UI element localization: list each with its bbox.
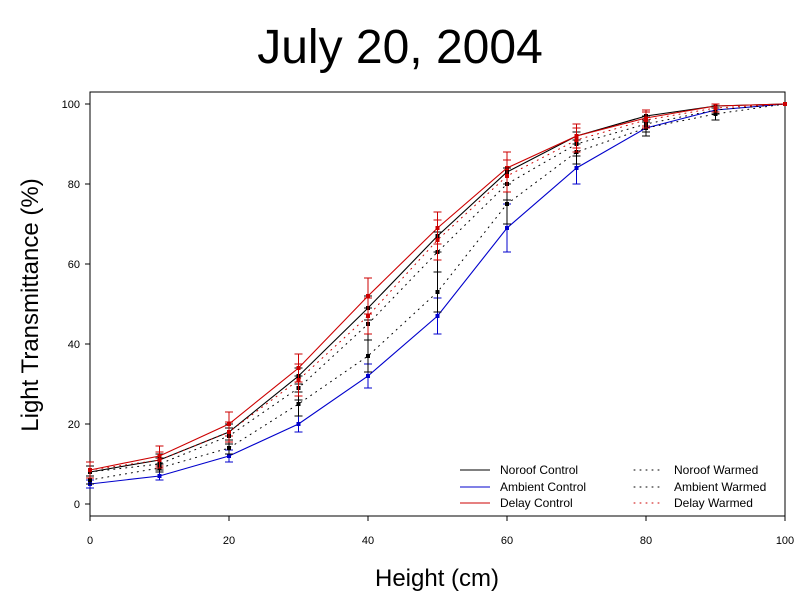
data-point-ambient-control-6 — [505, 226, 509, 230]
chart-title: July 20, 2004 — [257, 21, 543, 74]
x-tick-label-4: 80 — [640, 535, 652, 547]
data-point-ambient-control-3 — [296, 422, 301, 426]
series-line-noroof-warmed — [89, 103, 786, 473]
data-point-ambient-control-2 — [227, 454, 231, 458]
data-point-delay-warmed-6 — [505, 174, 509, 178]
legend-label-delay-control: Delay Control — [500, 496, 573, 510]
axes: 0 20 40 60 80 100 0 20 40 60 80 100 — [62, 99, 795, 547]
legend-label-noroof-warmed: Noroof Warmed — [674, 463, 758, 477]
x-tick-label-3: 60 — [501, 535, 513, 547]
series-delay-warmed — [86, 102, 787, 479]
data-point-delay-warmed-4 — [366, 314, 370, 318]
data-point-delay-warmed-8 — [644, 118, 648, 122]
legend: Noroof Control Ambient Control Delay Contr… — [460, 463, 766, 510]
data-point-ambient-warmed-4 — [366, 354, 370, 358]
legend-label-delay-warmed: Delay Warmed — [674, 496, 753, 510]
series-line-delay-warmed — [89, 103, 786, 471]
y-tick-label-1: 20 — [68, 419, 80, 431]
series-ambient-warmed — [86, 102, 787, 485]
data-point-delay-warmed-3 — [296, 378, 301, 382]
data-point-delay-warmed-2 — [227, 430, 231, 434]
data-point-ambient-warmed-6 — [505, 202, 509, 206]
legend-label-ambient-control: Ambient Control — [500, 480, 586, 494]
x-tick-label-1: 20 — [223, 535, 235, 547]
plot-frame — [89, 91, 786, 517]
data-point-ambient-warmed-3 — [296, 402, 301, 406]
data-point-delay-warmed-9 — [713, 106, 718, 110]
data-point-ambient-warmed-5 — [435, 290, 440, 294]
data-point-ambient-control-1 — [157, 474, 162, 478]
y-tick-label-0: 0 — [74, 499, 80, 511]
y-tick-label-3: 60 — [68, 259, 80, 271]
data-point-delay-warmed-10 — [783, 102, 787, 106]
x-tick-label-2: 40 — [362, 535, 374, 547]
y-axis-label: Light Transmittance (%) — [17, 178, 44, 431]
data-point-ambient-warmed-9 — [713, 112, 718, 116]
data-point-ambient-warmed-2 — [227, 446, 231, 450]
data-point-delay-warmed-7 — [574, 138, 579, 142]
legend-label-ambient-warmed: Ambient Warmed — [674, 480, 766, 494]
y-tick-label-4: 80 — [68, 179, 80, 191]
y-tick-label-2: 40 — [68, 339, 80, 351]
x-tick-label-5: 100 — [776, 535, 794, 547]
y-tick-label-5: 100 — [62, 99, 80, 111]
data-point-ambient-control-5 — [435, 314, 440, 318]
data-point-ambient-warmed-0 — [88, 478, 92, 482]
data-point-ambient-control-4 — [366, 374, 370, 378]
data-point-delay-warmed-0 — [88, 468, 92, 472]
x-tick-label-0: 0 — [87, 535, 93, 547]
legend-label-noroof-control: Noroof Control — [500, 463, 578, 477]
data-point-delay-warmed-1 — [157, 458, 162, 462]
data-point-delay-control-4 — [366, 294, 370, 298]
data-point-delay-warmed-5 — [435, 238, 440, 242]
data-point-ambient-control-7 — [574, 166, 579, 170]
x-axis-label: Height (cm) — [375, 565, 499, 592]
series-ambient-control — [86, 102, 787, 489]
series-layer — [86, 102, 787, 489]
